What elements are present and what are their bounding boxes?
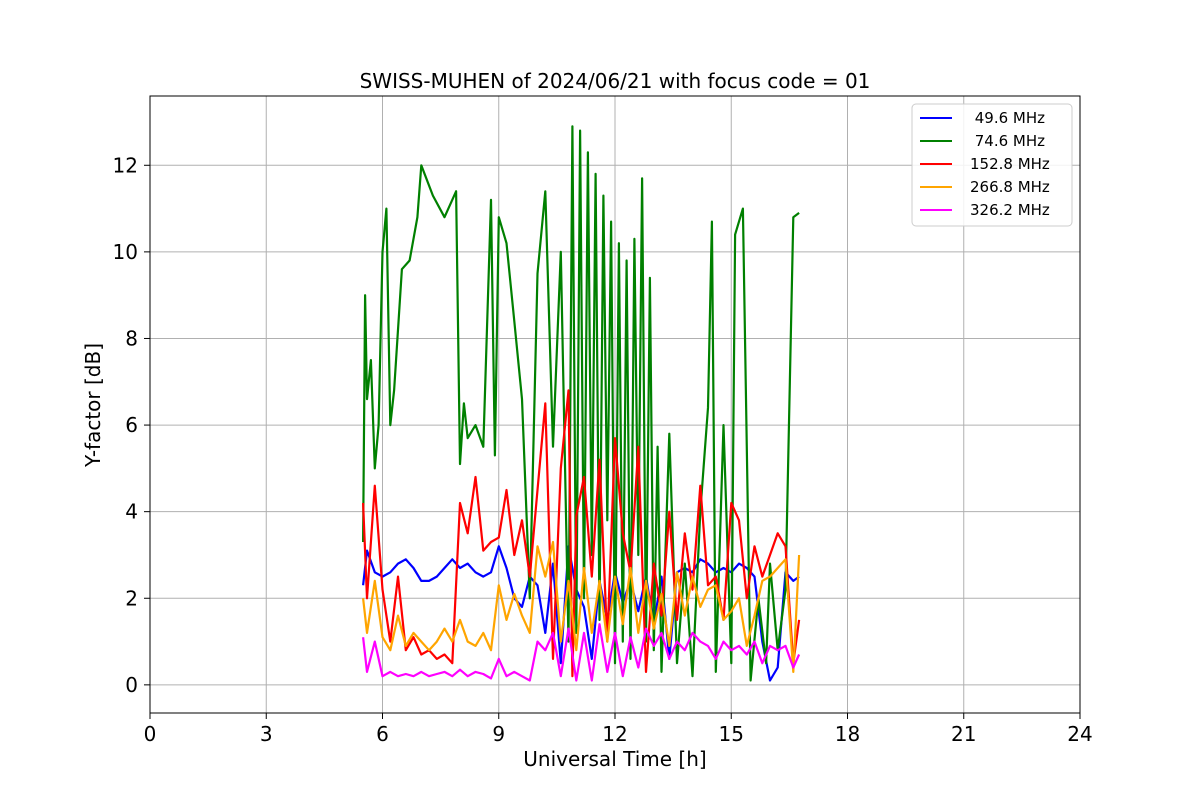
x-tick-label: 3	[260, 722, 273, 746]
series-line-2	[362, 389, 801, 678]
grid-lines	[149, 96, 1081, 713]
x-tick-label: 12	[602, 722, 627, 746]
y-tick-label: 4	[125, 500, 138, 524]
x-axis: 0 3 6 9 12 15 18 21 24	[144, 713, 1093, 746]
legend: 49.6 MHz 74.6 MHz 152.8 MHz 266.8 MHz 326.2…	[911, 103, 1073, 227]
series-line-1	[362, 125, 800, 682]
series-line-0	[362, 545, 800, 682]
x-tick-label: 15	[719, 722, 744, 746]
x-tick-label: 18	[835, 722, 860, 746]
legend-entry-label: 326.2 MHz	[970, 201, 1050, 219]
y-axis: 0 2 4 6 8 10 12	[113, 153, 150, 697]
series-line-3	[362, 540, 801, 674]
x-tick-label: 21	[951, 722, 976, 746]
legend-entry-label: 49.6 MHz	[970, 109, 1045, 127]
plot-area	[362, 125, 801, 682]
y-tick-label: 8	[125, 326, 138, 350]
y-tick-label: 2	[125, 586, 138, 610]
series-line-4	[362, 623, 801, 682]
legend-entry-label: 266.8 MHz	[970, 178, 1050, 196]
x-tick-label: 0	[144, 722, 157, 746]
y-tick-label: 6	[125, 413, 138, 437]
y-axis-label: Y-factor [dB]	[81, 343, 105, 468]
legend-box	[911, 103, 1073, 227]
legend-entry-label: 152.8 MHz	[970, 155, 1050, 173]
x-axis-label: Universal Time [h]	[523, 747, 706, 771]
chart-title: SWISS-MUHEN of 2024/06/21 with focus cod…	[360, 69, 871, 93]
x-tick-label: 6	[376, 722, 389, 746]
y-tick-label: 0	[125, 673, 138, 697]
x-tick-label: 9	[492, 722, 505, 746]
y-tick-label: 10	[113, 240, 138, 264]
legend-entry-label: 74.6 MHz	[970, 132, 1045, 150]
y-tick-label: 12	[113, 153, 138, 177]
x-tick-label: 24	[1067, 722, 1092, 746]
